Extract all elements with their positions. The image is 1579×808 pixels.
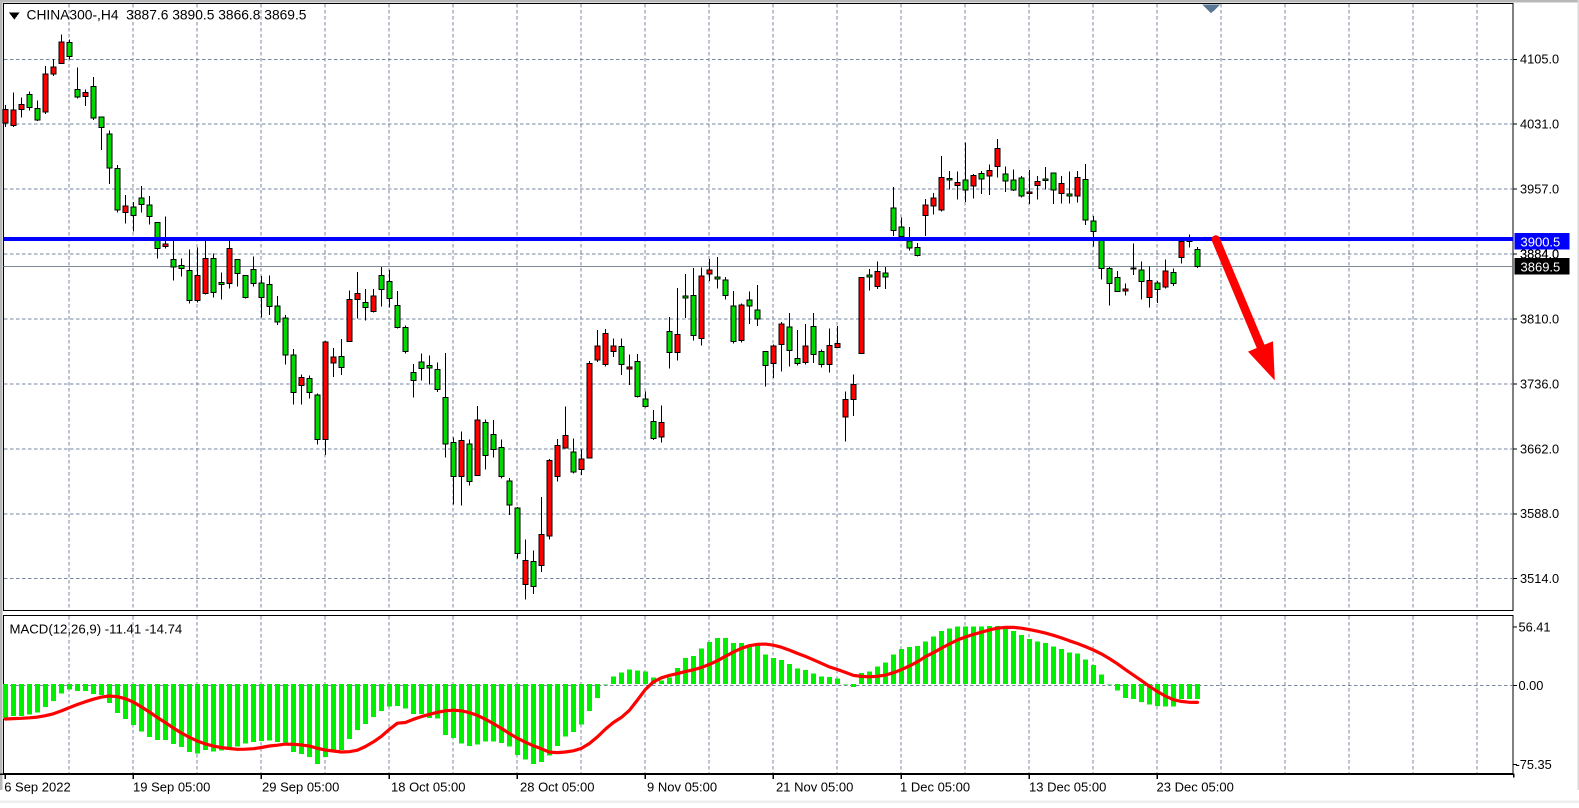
svg-text:3810.0: 3810.0 [1520, 311, 1559, 326]
svg-text:6 Sep 2022: 6 Sep 2022 [4, 780, 71, 795]
svg-text:3662.0: 3662.0 [1520, 441, 1559, 456]
svg-text:0.00: 0.00 [1519, 678, 1544, 693]
svg-text:3900.5: 3900.5 [1521, 234, 1561, 249]
svg-text:3869.5: 3869.5 [1521, 259, 1561, 274]
svg-text:CHINA300-,H4 3887.6 3890.5 38: CHINA300-,H4 3887.6 3890.5 3866.8 3869.5 [27, 8, 307, 23]
svg-text:28 Oct 05:00: 28 Oct 05:00 [520, 780, 594, 795]
svg-text:29 Sep 05:00: 29 Sep 05:00 [262, 780, 339, 795]
svg-text:4031.0: 4031.0 [1520, 117, 1559, 132]
svg-text:13 Dec 05:00: 13 Dec 05:00 [1029, 780, 1106, 795]
svg-text:9 Nov 05:00: 9 Nov 05:00 [647, 780, 717, 795]
svg-text:3588.0: 3588.0 [1520, 506, 1559, 521]
svg-text:19 Sep 05:00: 19 Sep 05:00 [133, 780, 210, 795]
svg-text:3736.0: 3736.0 [1520, 376, 1559, 391]
svg-text:3884.0: 3884.0 [1520, 246, 1559, 261]
svg-text:23 Dec 05:00: 23 Dec 05:00 [1157, 780, 1234, 795]
svg-text:-75.35: -75.35 [1516, 757, 1552, 772]
svg-text:18 Oct 05:00: 18 Oct 05:00 [391, 780, 465, 795]
svg-text:3884.0: 3884.0 [1520, 247, 1559, 262]
svg-text:3957.0: 3957.0 [1520, 182, 1559, 197]
svg-text:3514.0: 3514.0 [1520, 571, 1559, 586]
svg-text:MACD(12,26,9) -11.41 -14.74: MACD(12,26,9) -11.41 -14.74 [10, 622, 183, 637]
svg-text:56.41: 56.41 [1519, 620, 1551, 635]
svg-text:4105.0: 4105.0 [1520, 52, 1559, 67]
svg-text:21 Nov 05:00: 21 Nov 05:00 [776, 780, 853, 795]
svg-text:1 Dec 05:00: 1 Dec 05:00 [900, 780, 970, 795]
